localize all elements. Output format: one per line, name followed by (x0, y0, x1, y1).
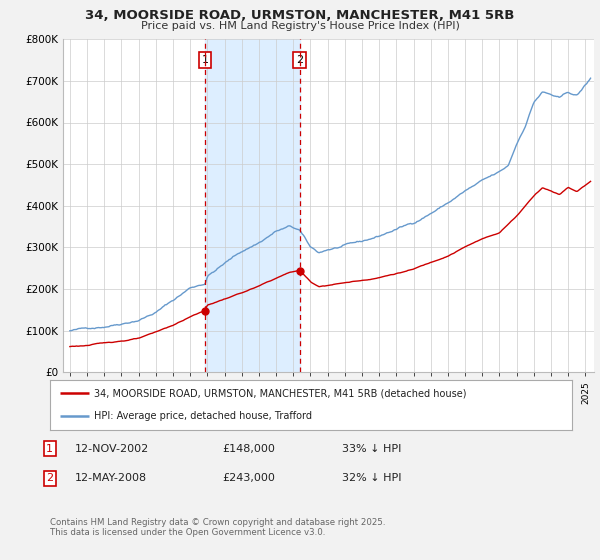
Text: 2: 2 (296, 55, 303, 65)
Text: Price paid vs. HM Land Registry's House Price Index (HPI): Price paid vs. HM Land Registry's House … (140, 21, 460, 31)
Text: 1: 1 (46, 444, 53, 454)
Text: 33% ↓ HPI: 33% ↓ HPI (342, 444, 401, 454)
Text: 12-MAY-2008: 12-MAY-2008 (75, 473, 147, 483)
Text: 34, MOORSIDE ROAD, URMSTON, MANCHESTER, M41 5RB: 34, MOORSIDE ROAD, URMSTON, MANCHESTER, … (85, 9, 515, 22)
Text: 34, MOORSIDE ROAD, URMSTON, MANCHESTER, M41 5RB (detached house): 34, MOORSIDE ROAD, URMSTON, MANCHESTER, … (94, 388, 467, 398)
Text: HPI: Average price, detached house, Trafford: HPI: Average price, detached house, Traf… (94, 412, 312, 422)
Text: 2: 2 (46, 473, 53, 483)
Bar (205, 39, 299, 372)
Text: £148,000: £148,000 (222, 444, 275, 454)
Text: 12-NOV-2002: 12-NOV-2002 (75, 444, 149, 454)
Text: £243,000: £243,000 (222, 473, 275, 483)
Text: 32% ↓ HPI: 32% ↓ HPI (342, 473, 401, 483)
Text: 1: 1 (202, 55, 209, 65)
Text: Contains HM Land Registry data © Crown copyright and database right 2025.
This d: Contains HM Land Registry data © Crown c… (50, 518, 385, 538)
